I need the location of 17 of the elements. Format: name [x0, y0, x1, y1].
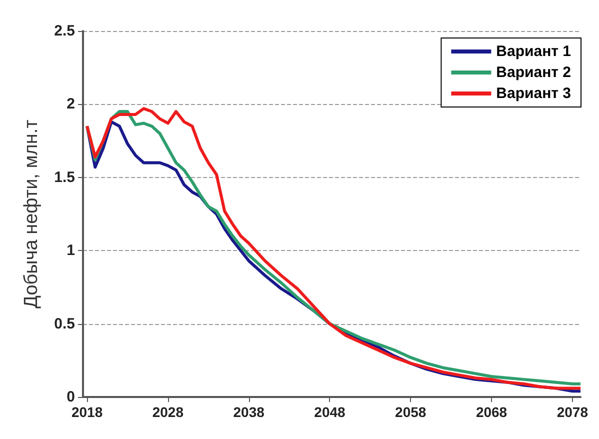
x-tick-label: 2058	[395, 404, 426, 420]
x-tick-label: 2068	[476, 404, 508, 420]
legend-label: Вариант 1	[496, 43, 572, 60]
y-tick-label: 2	[66, 96, 75, 113]
x-tick-label: 2028	[152, 404, 184, 420]
x-tick-label: 2038	[233, 404, 265, 420]
y-tick-label: 0	[66, 388, 75, 406]
x-tick-label: 2078	[556, 404, 588, 420]
legend-label: Вариант 3	[496, 85, 572, 102]
x-tick-label: 2048	[314, 404, 346, 420]
y-tick-label: 2.5	[54, 22, 75, 40]
y-axis-title: Добыча нефти, млн.т	[21, 119, 42, 308]
y-tick-label: 1	[66, 242, 75, 260]
y-tick-label: 0.5	[54, 315, 75, 332]
y-tick-label: 1.5	[54, 168, 75, 186]
legend-label: Вариант 2	[496, 64, 572, 81]
x-tick-label: 2018	[71, 404, 103, 420]
